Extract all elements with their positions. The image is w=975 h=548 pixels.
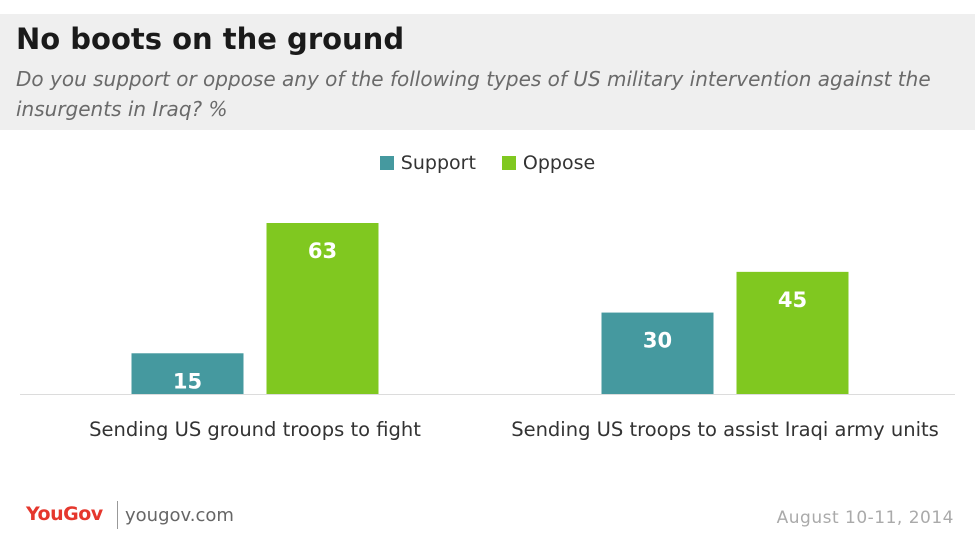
legend-swatch-support	[379, 156, 394, 170]
data-label-oppose-2: 45	[778, 288, 807, 312]
bar-support-1	[131, 353, 244, 394]
yougov-logo: YouGov	[26, 503, 103, 525]
footer-divider	[117, 501, 118, 529]
data-label-support-2: 30	[643, 329, 672, 353]
category-label-1: Sending US ground troops to fight	[89, 418, 421, 441]
bar-oppose-2	[736, 271, 849, 394]
category-label-2: Sending US troops to assist Iraqi army u…	[511, 418, 939, 441]
footer-url[interactable]: yougov.com	[125, 505, 234, 526]
chart-legend: Support Oppose	[0, 152, 975, 174]
survey-date: August 10-11, 2014	[776, 508, 954, 528]
legend-item-support: Support	[379, 152, 476, 174]
legend-swatch-oppose	[501, 156, 516, 170]
bar-support-2	[601, 312, 714, 394]
chart-title: No boots on the ground	[16, 22, 405, 56]
legend-item-oppose: Oppose	[501, 152, 596, 174]
data-label-support-1: 15	[173, 369, 202, 393]
chart-subtitle: Do you support or oppose any of the foll…	[16, 67, 931, 121]
chart-header: No boots on the ground Do you support or…	[0, 14, 975, 130]
legend-label-oppose: Oppose	[522, 152, 596, 174]
legend-label-support: Support	[400, 152, 476, 174]
data-label-oppose-1: 63	[308, 239, 337, 263]
bar-oppose-1	[266, 223, 379, 394]
